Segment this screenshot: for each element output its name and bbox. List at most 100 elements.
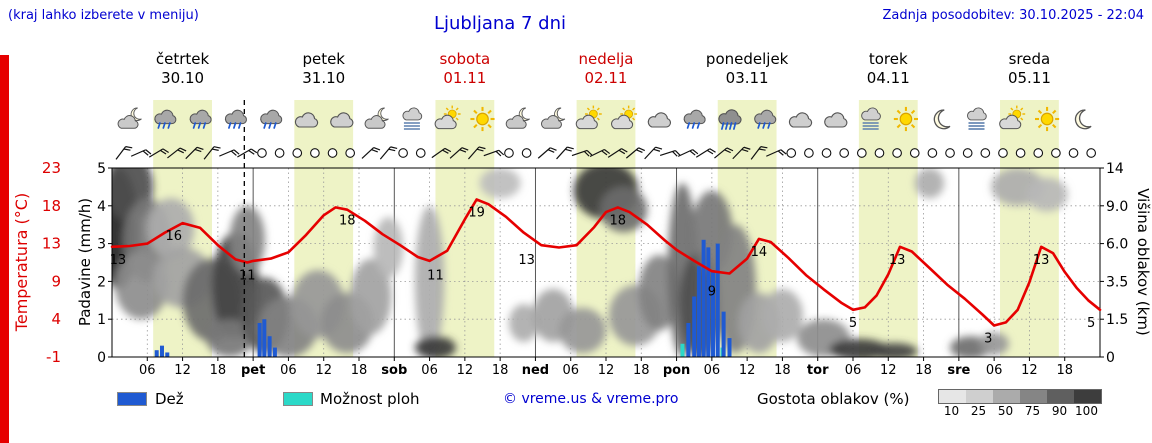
wind-barb — [361, 146, 381, 159]
weather-icon-sun-cloud — [434, 105, 461, 130]
rain-bar — [706, 247, 711, 357]
day-name: ponedeljek — [706, 50, 789, 68]
rain-legend-label: Dež — [155, 390, 184, 408]
temperature-value-label: 16 — [165, 229, 182, 244]
sun-icon-shape — [470, 106, 495, 132]
x-tick-label: pon — [663, 363, 691, 378]
rain-bar — [262, 319, 267, 357]
x-tick-label: 18 — [492, 363, 509, 378]
cloud-icon-shape — [117, 115, 139, 129]
x-tick-label: 18 — [915, 363, 932, 378]
x-tick-label: 12 — [315, 363, 332, 378]
wind-barb — [185, 146, 204, 160]
cloud-blob — [914, 168, 945, 199]
x-tick-label: 06 — [986, 363, 1003, 378]
x-tick-label: 18 — [351, 363, 368, 378]
wind-barb — [644, 146, 663, 160]
temp-axis-tick: 9 — [51, 272, 61, 290]
weather-icon-fog — [861, 107, 881, 130]
calm-circle — [998, 148, 1008, 158]
x-tick-label: 12 — [598, 363, 615, 378]
day-date: 31.10 — [302, 69, 345, 87]
cloud-icon-shape — [505, 115, 527, 129]
wind-barb — [625, 147, 645, 159]
cloud-blob — [373, 217, 404, 278]
temperature-value-label: 3 — [984, 332, 992, 347]
calm-circle — [1086, 148, 1097, 158]
cloud-icon-shape — [611, 114, 634, 130]
calm-circle — [856, 148, 867, 158]
temperature-value-label: 19 — [468, 206, 485, 221]
temperature-value-label: 14 — [751, 245, 768, 260]
calm-circle — [398, 148, 408, 158]
cloud-icon-shape — [861, 107, 881, 121]
cloud-axis-tick: 6.0 — [1106, 237, 1128, 253]
calm-circle — [804, 148, 814, 158]
x-tick-label: 06 — [139, 363, 156, 378]
precip-axis-tick: 0 — [97, 350, 106, 366]
calm-circle — [310, 148, 320, 158]
x-tick-label: 06 — [421, 363, 438, 378]
calm-circle — [839, 148, 850, 158]
precip-axis-tick: 1 — [97, 312, 106, 328]
density-step — [939, 390, 966, 403]
cloud-blob — [229, 205, 265, 274]
precipitation-axis-title: Padavine (mm/h) — [76, 198, 94, 326]
wind-barb — [203, 146, 221, 160]
density-step-value: 50 — [997, 404, 1014, 418]
cloud-blob — [114, 251, 168, 320]
x-tick-label: 18 — [1056, 363, 1073, 378]
precip-axis-tick: 3 — [97, 237, 106, 253]
calm-circle — [786, 148, 797, 158]
calm-circle — [504, 148, 514, 158]
page-title: Ljubljana 7 dni — [433, 13, 567, 34]
temperature-value-label: 13 — [518, 253, 535, 268]
precip-axis-tick: 2 — [97, 274, 106, 290]
x-tick-label: 06 — [704, 363, 721, 378]
x-tick-label: 06 — [845, 363, 862, 378]
wind-barb — [115, 146, 133, 160]
copyright-link[interactable]: © vreme.us & vreme.pro — [503, 391, 679, 407]
last-update: Zadnja posodobitev: 30.10.2025 - 22:04 — [882, 8, 1144, 23]
day-name: četrtek — [156, 50, 210, 68]
precip-axis-tick: 4 — [97, 199, 106, 215]
weather-icon-sun-cloud — [999, 105, 1026, 130]
weather-icon-rain — [754, 109, 777, 129]
rain-bar — [727, 338, 732, 357]
wind-barb — [130, 149, 152, 157]
weather-icon-moon — [1074, 109, 1092, 130]
cloud-icon-shape — [999, 114, 1022, 130]
density-step-value: 100 — [1075, 404, 1098, 418]
cloud-axis-tick: 1.5 — [1106, 312, 1128, 328]
weather-icon-sun — [470, 106, 495, 132]
cloud-blob — [414, 205, 445, 357]
day-name: sobota — [439, 50, 490, 68]
density-step — [966, 390, 993, 403]
x-tick-label: tor — [807, 363, 829, 378]
x-tick-label: 12 — [457, 363, 474, 378]
rain-bar — [165, 352, 170, 357]
density-step — [1020, 390, 1047, 403]
rain-bar — [701, 239, 706, 357]
day-date: 30.10 — [161, 69, 204, 87]
temperature-value-label: 13 — [110, 253, 127, 268]
day-date: 01.11 — [443, 69, 486, 87]
weather-icon-moon-cloud — [117, 107, 142, 129]
wind-barb — [431, 147, 452, 159]
temperature-value-label: 9 — [708, 284, 716, 299]
wind-barb — [732, 146, 751, 160]
density-step — [1074, 390, 1101, 403]
temperature-value-label: 18 — [339, 213, 356, 228]
weather-icon-moon-cloud — [541, 107, 566, 129]
weather-icon-cloud — [294, 112, 319, 128]
weather-icon-rain — [260, 109, 283, 129]
wind-barb — [750, 146, 768, 160]
day-date: 02.11 — [585, 69, 628, 87]
wind-barb — [237, 148, 258, 158]
weather-icon-sun-cloud — [611, 105, 638, 130]
cloud-icon-shape — [154, 109, 177, 125]
cloud-density-scale — [938, 389, 1102, 404]
cloud-icon-shape — [683, 109, 706, 125]
weather-icon-sun — [893, 106, 919, 132]
